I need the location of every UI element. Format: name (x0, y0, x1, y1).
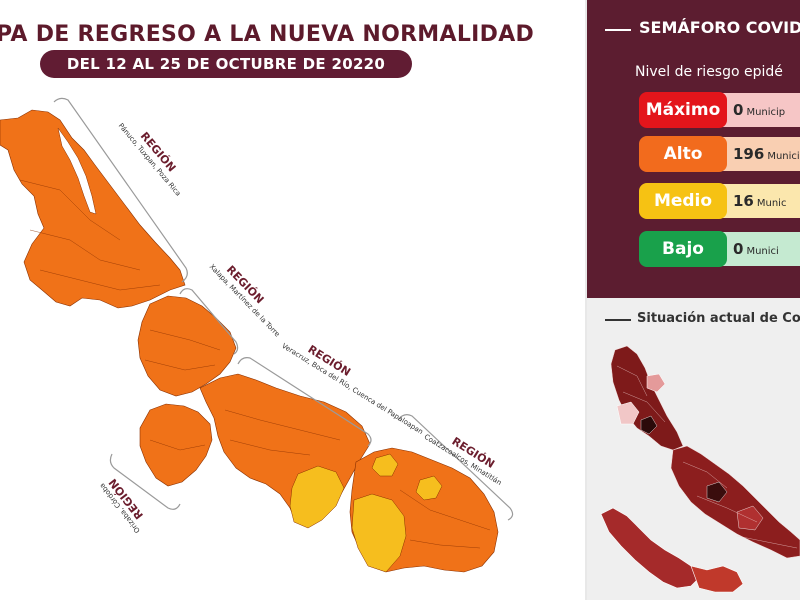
bracket-north (53, 97, 188, 283)
veracruz-risk-map: REGIÓN Pánuco, Tuxpan, Poza Rica REGIÓN … (0, 97, 514, 573)
risk-row-alto: Alto 196 Munici (639, 136, 800, 172)
map-medio-zone-1 (289, 465, 345, 529)
page-title: PA DE REGRESO A LA NUEVA NORMALIDAD (0, 22, 535, 47)
risk-unit-maximo: Municip (746, 107, 786, 118)
risk-tail-medio: 16 Munic (719, 184, 800, 218)
risk-level-label: Nivel de riesgo epidé (635, 64, 783, 80)
municipal-boundaries (19, 179, 491, 549)
mini-map-light-patch-1 (616, 401, 640, 425)
map-region-xalapa (137, 295, 237, 397)
risk-row-bajo: Bajo 0 Munici (639, 231, 800, 267)
mini-map-veracruz-north (610, 345, 684, 451)
date-banner: DEL 12 AL 25 DE OCTUBRE DE 20220 (40, 50, 412, 78)
risk-unit-medio: Munic (756, 198, 787, 209)
risk-pill-alto: Alto (639, 136, 727, 172)
mini-map-dark-patch-2 (706, 481, 728, 503)
current-situation-map (600, 345, 800, 593)
risk-tail-maximo: 0 Municip (719, 93, 800, 127)
mini-map-light-patch-2 (646, 373, 666, 393)
map-region-veracruz (199, 373, 371, 527)
semaforo-title: SEMÁFORO COVID (639, 18, 800, 37)
risk-tail-alto: 196 Munici (719, 137, 800, 171)
mini-map-boundaries (616, 365, 798, 549)
risk-pill-bajo: Bajo (639, 231, 727, 267)
situacion-dash (605, 319, 631, 321)
panel-divider (585, 0, 587, 600)
mini-map-mexico-south (690, 565, 744, 593)
risk-pill-medio: Medio (639, 183, 727, 219)
bracket-veracruz (237, 357, 372, 447)
map-lagoon (57, 127, 97, 215)
mini-map-mexico (600, 507, 700, 589)
map-medio-zone-3 (415, 475, 443, 501)
risk-count-alto: 196 (733, 145, 765, 163)
bracket-xalapa (179, 288, 239, 355)
info-panel: SEMÁFORO COVID Nivel de riesgo epidé Máx… (587, 0, 800, 600)
risk-row-medio: Medio 16 Munic (639, 183, 800, 219)
risk-tail-bajo: 0 Munici (719, 232, 800, 266)
risk-count-medio: 16 (733, 192, 754, 210)
bracket-coatza (397, 414, 514, 521)
mini-map-dark-patch-1 (640, 415, 658, 435)
risk-row-maximo: Máximo 0 Municip (639, 92, 800, 128)
risk-pill-maximo: Máximo (639, 92, 727, 128)
mini-map-mid-patch (736, 505, 764, 531)
map-panel: REGIÓN Pánuco, Tuxpan, Poza Rica REGIÓN … (0, 22, 535, 573)
map-region-orizaba (139, 403, 213, 487)
mini-map-veracruz-center (670, 445, 800, 559)
situacion-title: Situación actual de Cov (637, 311, 800, 326)
semaforo-box: SEMÁFORO COVID Nivel de riesgo epidé Máx… (587, 0, 800, 298)
map-medio-zone-4 (371, 453, 399, 477)
title-dash (605, 29, 631, 31)
risk-unit-bajo: Munici (746, 246, 779, 257)
risk-unit-alto: Munici (767, 151, 800, 162)
risk-count-maximo: 0 (733, 101, 744, 119)
map-medio-zone-2 (351, 493, 407, 573)
risk-count-bajo: 0 (733, 240, 744, 258)
bracket-orizaba (109, 453, 181, 510)
region-label-orizaba: REGIÓN Orizaba, Córdoba (98, 476, 146, 534)
